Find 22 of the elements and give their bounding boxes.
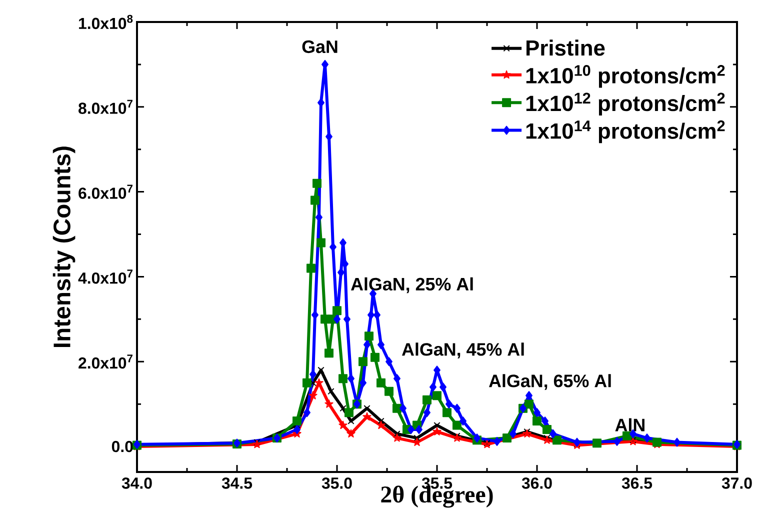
legend-label: Pristine xyxy=(526,40,605,56)
y-tick-label: 6.0x10$^{7}$ xyxy=(78,184,132,199)
y-tick-label: 8.0x10$^{7}$ xyxy=(78,100,132,114)
annotation: AlGaN, 25% Al xyxy=(350,277,473,294)
legend-label: 1x10$^{14}$ protons/cm$^{2}$ xyxy=(526,120,725,144)
annotation: AlN xyxy=(615,418,644,432)
y-tick-label: 0.0 xyxy=(112,440,133,452)
x-tick-label: 34.5 xyxy=(222,478,252,489)
y-tick-label: 2.0x10$^{7}$ xyxy=(78,354,132,369)
annotation: GaN xyxy=(302,40,338,54)
x-tick-label: 34.0 xyxy=(122,478,152,489)
legend-label: 1x10$^{12}$ protons/cm$^{2}$ xyxy=(526,92,725,116)
annotation: AlGaN, 65% Al xyxy=(488,374,611,390)
legend-label: 1x10$^{10}$ protons/cm$^{2}$ xyxy=(526,65,725,88)
x-tick-label: 36.5 xyxy=(622,478,652,489)
annotation: AlGaN, 45% Al xyxy=(402,342,524,358)
x-tick-label: 36.0 xyxy=(522,478,552,489)
x-tick-label: 35.0 xyxy=(322,478,352,489)
y-tick-label: 4.0x10$^{7}$ xyxy=(78,270,132,284)
y-tick-label: 1.0x10$^{8}$ xyxy=(79,14,133,30)
y-axis-title: Intensity (Counts) xyxy=(52,146,76,348)
x-tick-label: 37.0 xyxy=(722,478,752,489)
